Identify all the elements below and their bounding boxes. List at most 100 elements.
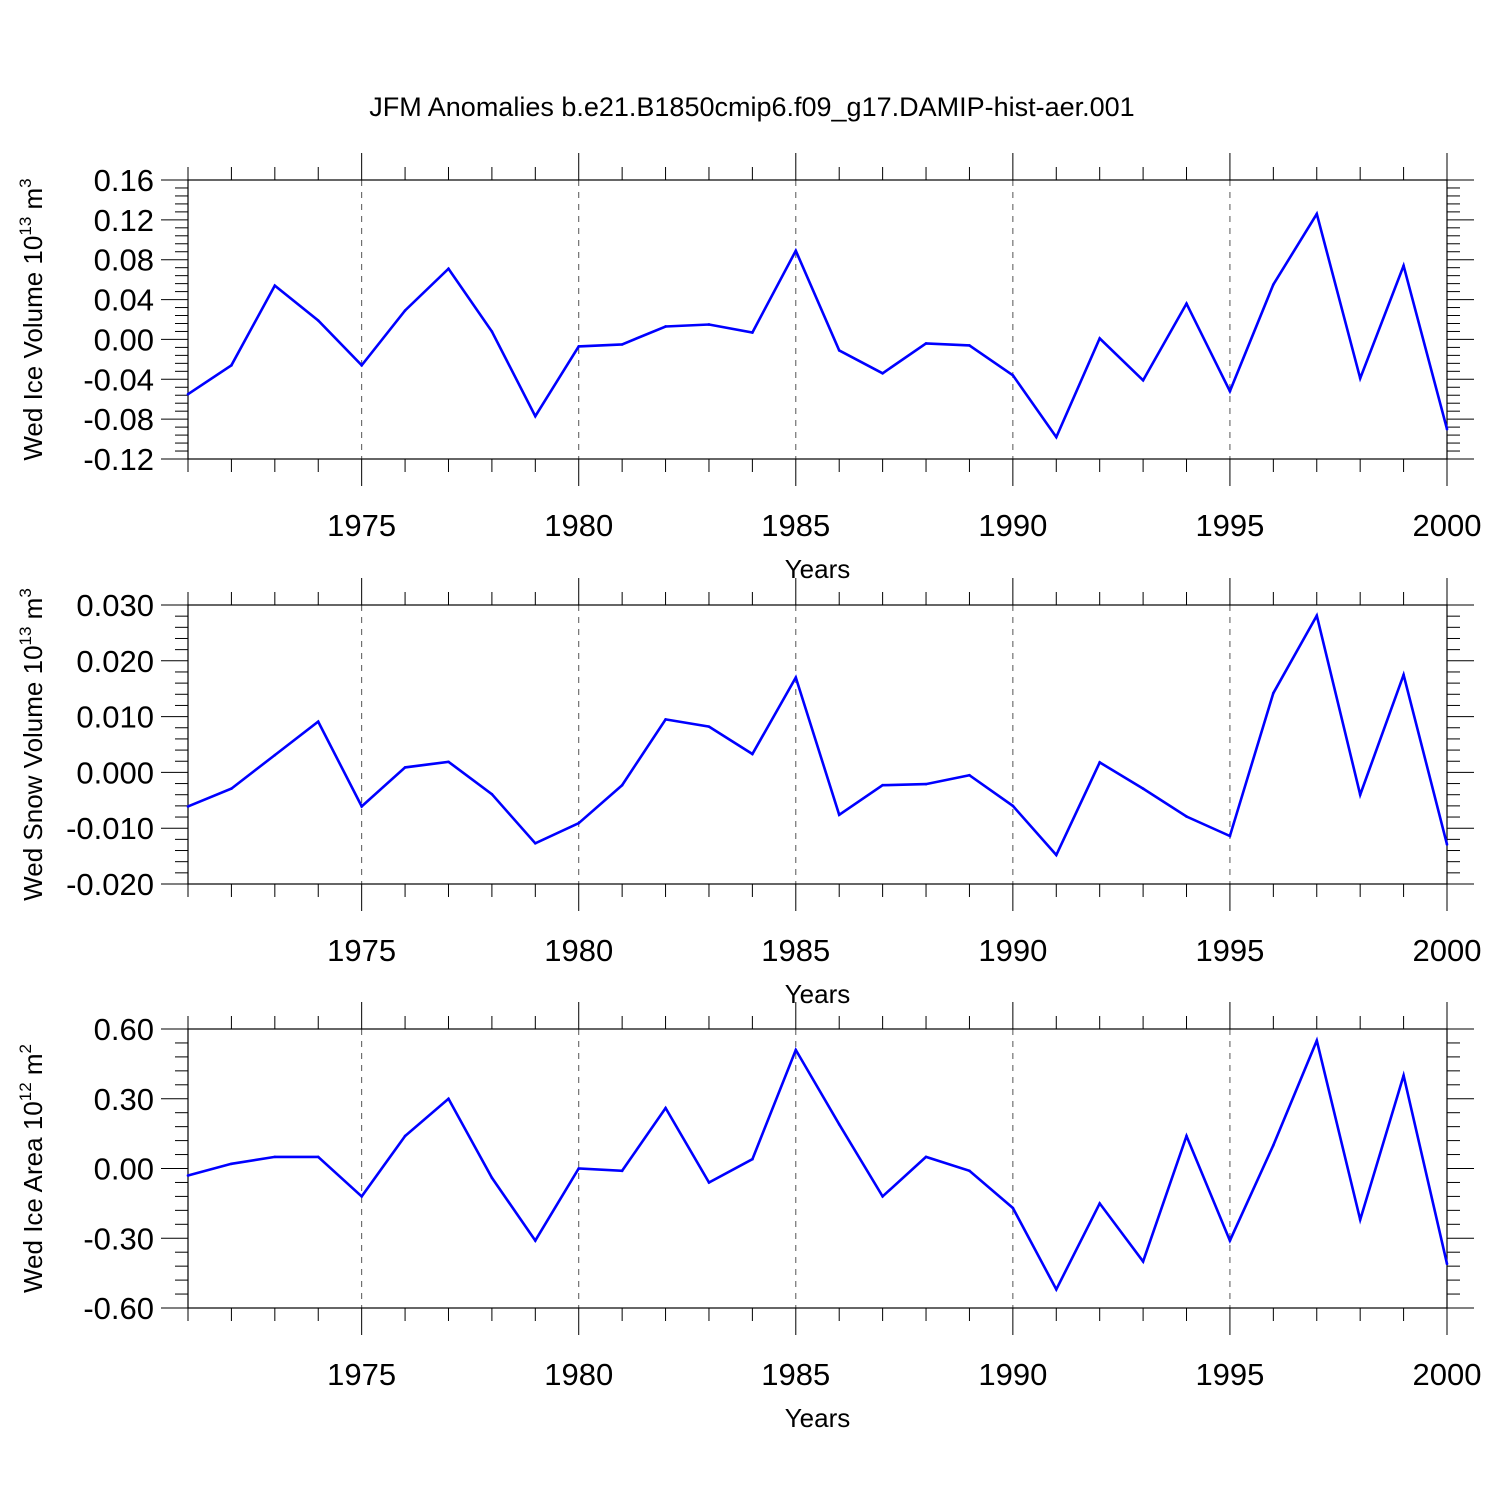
x-tick-label: 1975	[327, 1357, 396, 1392]
data-point	[968, 344, 971, 347]
data-point	[1358, 793, 1362, 797]
data-point	[403, 309, 407, 312]
x-tick-label: 1995	[1195, 933, 1264, 968]
data-point	[1098, 1202, 1101, 1205]
data-point	[273, 284, 277, 287]
data-point	[664, 718, 667, 721]
data-point	[316, 720, 320, 723]
y-tick-label: 0.16	[94, 163, 154, 198]
x-tick-label: 1985	[761, 1357, 830, 1392]
x-tick-label: 1990	[978, 933, 1047, 968]
data-point	[447, 1097, 450, 1101]
data-point	[1358, 1218, 1362, 1221]
y-tick-label: 0.30	[94, 1082, 154, 1117]
y-axis-label-unit: m	[18, 1053, 48, 1082]
data-point	[837, 1123, 841, 1126]
data-point	[1054, 435, 1058, 439]
data-point	[1445, 427, 1449, 431]
data-point	[1098, 337, 1101, 340]
y-axis-label-exponent: 13	[16, 627, 35, 646]
data-point	[1141, 1260, 1145, 1263]
data-point	[1272, 1143, 1275, 1147]
figure-title: JFM Anomalies b.e21.B1850cmip6.f09_g17.D…	[369, 92, 1134, 122]
y-tick-label: 0.04	[94, 283, 154, 318]
data-point	[360, 364, 363, 367]
data-point	[1402, 673, 1405, 677]
data-point	[794, 1048, 798, 1052]
data-point	[1011, 804, 1015, 808]
series-line	[187, 1036, 1449, 1293]
data-point	[1185, 302, 1188, 305]
data-point	[447, 267, 450, 270]
data-point	[230, 364, 233, 367]
plot-frame	[187, 1028, 1448, 1309]
data-point	[1011, 1206, 1015, 1210]
data-point	[230, 1162, 233, 1166]
data-point	[1141, 378, 1145, 382]
data-point	[1098, 761, 1101, 764]
y-axis-label: Wed Ice Volume 1013 m3	[16, 178, 48, 460]
y-axis-label-text: Wed Ice Area 10	[18, 1101, 48, 1293]
data-point	[403, 766, 407, 769]
data-point	[360, 1195, 363, 1198]
y-axis-label: Wed Ice Area 1012 m2	[16, 1044, 48, 1293]
x-axis-label: Years	[785, 1403, 851, 1433]
data-point	[230, 787, 233, 790]
y-axis-label-text: Wed Snow Volume 10	[18, 645, 48, 900]
data-point	[751, 331, 754, 334]
plot-frame	[187, 179, 1448, 460]
y-tick-label: -0.04	[83, 362, 154, 397]
data-point	[1315, 212, 1319, 216]
y-tick-label: -0.010	[66, 811, 154, 846]
x-tick-label: 1985	[761, 933, 830, 968]
data-point	[881, 372, 884, 375]
data-point	[1185, 815, 1188, 818]
data-point	[1358, 376, 1362, 380]
y-tick-label: -0.60	[83, 1291, 154, 1326]
plot-frame	[187, 604, 1448, 885]
x-tick-label: 1995	[1195, 1357, 1264, 1392]
y-tick-label: 0.020	[76, 644, 154, 679]
data-point	[968, 1169, 971, 1173]
data-point	[664, 1106, 667, 1110]
series-line	[187, 612, 1449, 858]
x-tick-label: 1985	[761, 508, 830, 543]
data-point	[1228, 1239, 1232, 1242]
data-point	[707, 1181, 711, 1184]
y-tick-label: 0.00	[94, 1152, 154, 1187]
data-point	[751, 1157, 754, 1161]
data-point	[534, 841, 537, 845]
data-point	[1141, 787, 1145, 790]
data-point	[881, 1195, 884, 1198]
y-tick-label: 0.000	[76, 755, 154, 790]
data-point	[707, 725, 711, 728]
data-point	[577, 1167, 581, 1170]
data-point	[1228, 389, 1232, 393]
y-tick-label: -0.08	[83, 402, 154, 437]
x-tick-label: 1990	[978, 508, 1047, 543]
data-point	[837, 349, 841, 352]
data-point	[1315, 614, 1319, 617]
y-axis-label: Wed Snow Volume 1013 m3	[16, 588, 48, 901]
data-point	[490, 1176, 494, 1180]
x-tick-label: 2000	[1413, 933, 1482, 968]
y-axis-label-exponent: 12	[16, 1082, 35, 1101]
y-tick-label: 0.00	[94, 322, 154, 357]
y-tick-label: -0.12	[83, 442, 154, 477]
x-tick-label: 1980	[544, 933, 613, 968]
data-point	[751, 752, 754, 756]
chart-panel-3: -0.60 -0.30 0.00 0.30 0.60 1975 1980 1985 1990 19…	[16, 1002, 1481, 1433]
data-point	[881, 783, 884, 787]
y-tick-label: 0.010	[76, 700, 154, 735]
x-axis-label: Years	[785, 979, 851, 1009]
x-tick-label: 2000	[1413, 508, 1482, 543]
data-point	[794, 676, 798, 679]
data-point	[664, 325, 667, 328]
y-tick-label: -0.020	[66, 867, 154, 902]
y-axis-label-text: Wed Ice Volume 10	[18, 236, 48, 461]
y-tick-label: 0.12	[94, 203, 154, 238]
data-point	[620, 783, 624, 787]
data-point	[490, 792, 494, 796]
chart-panels: -0.12 -0.08 -0.04 0.00 0.04 0.08 0.12 0.16 1975 1…	[16, 153, 1481, 1433]
y-tick-label: 0.08	[94, 243, 154, 278]
